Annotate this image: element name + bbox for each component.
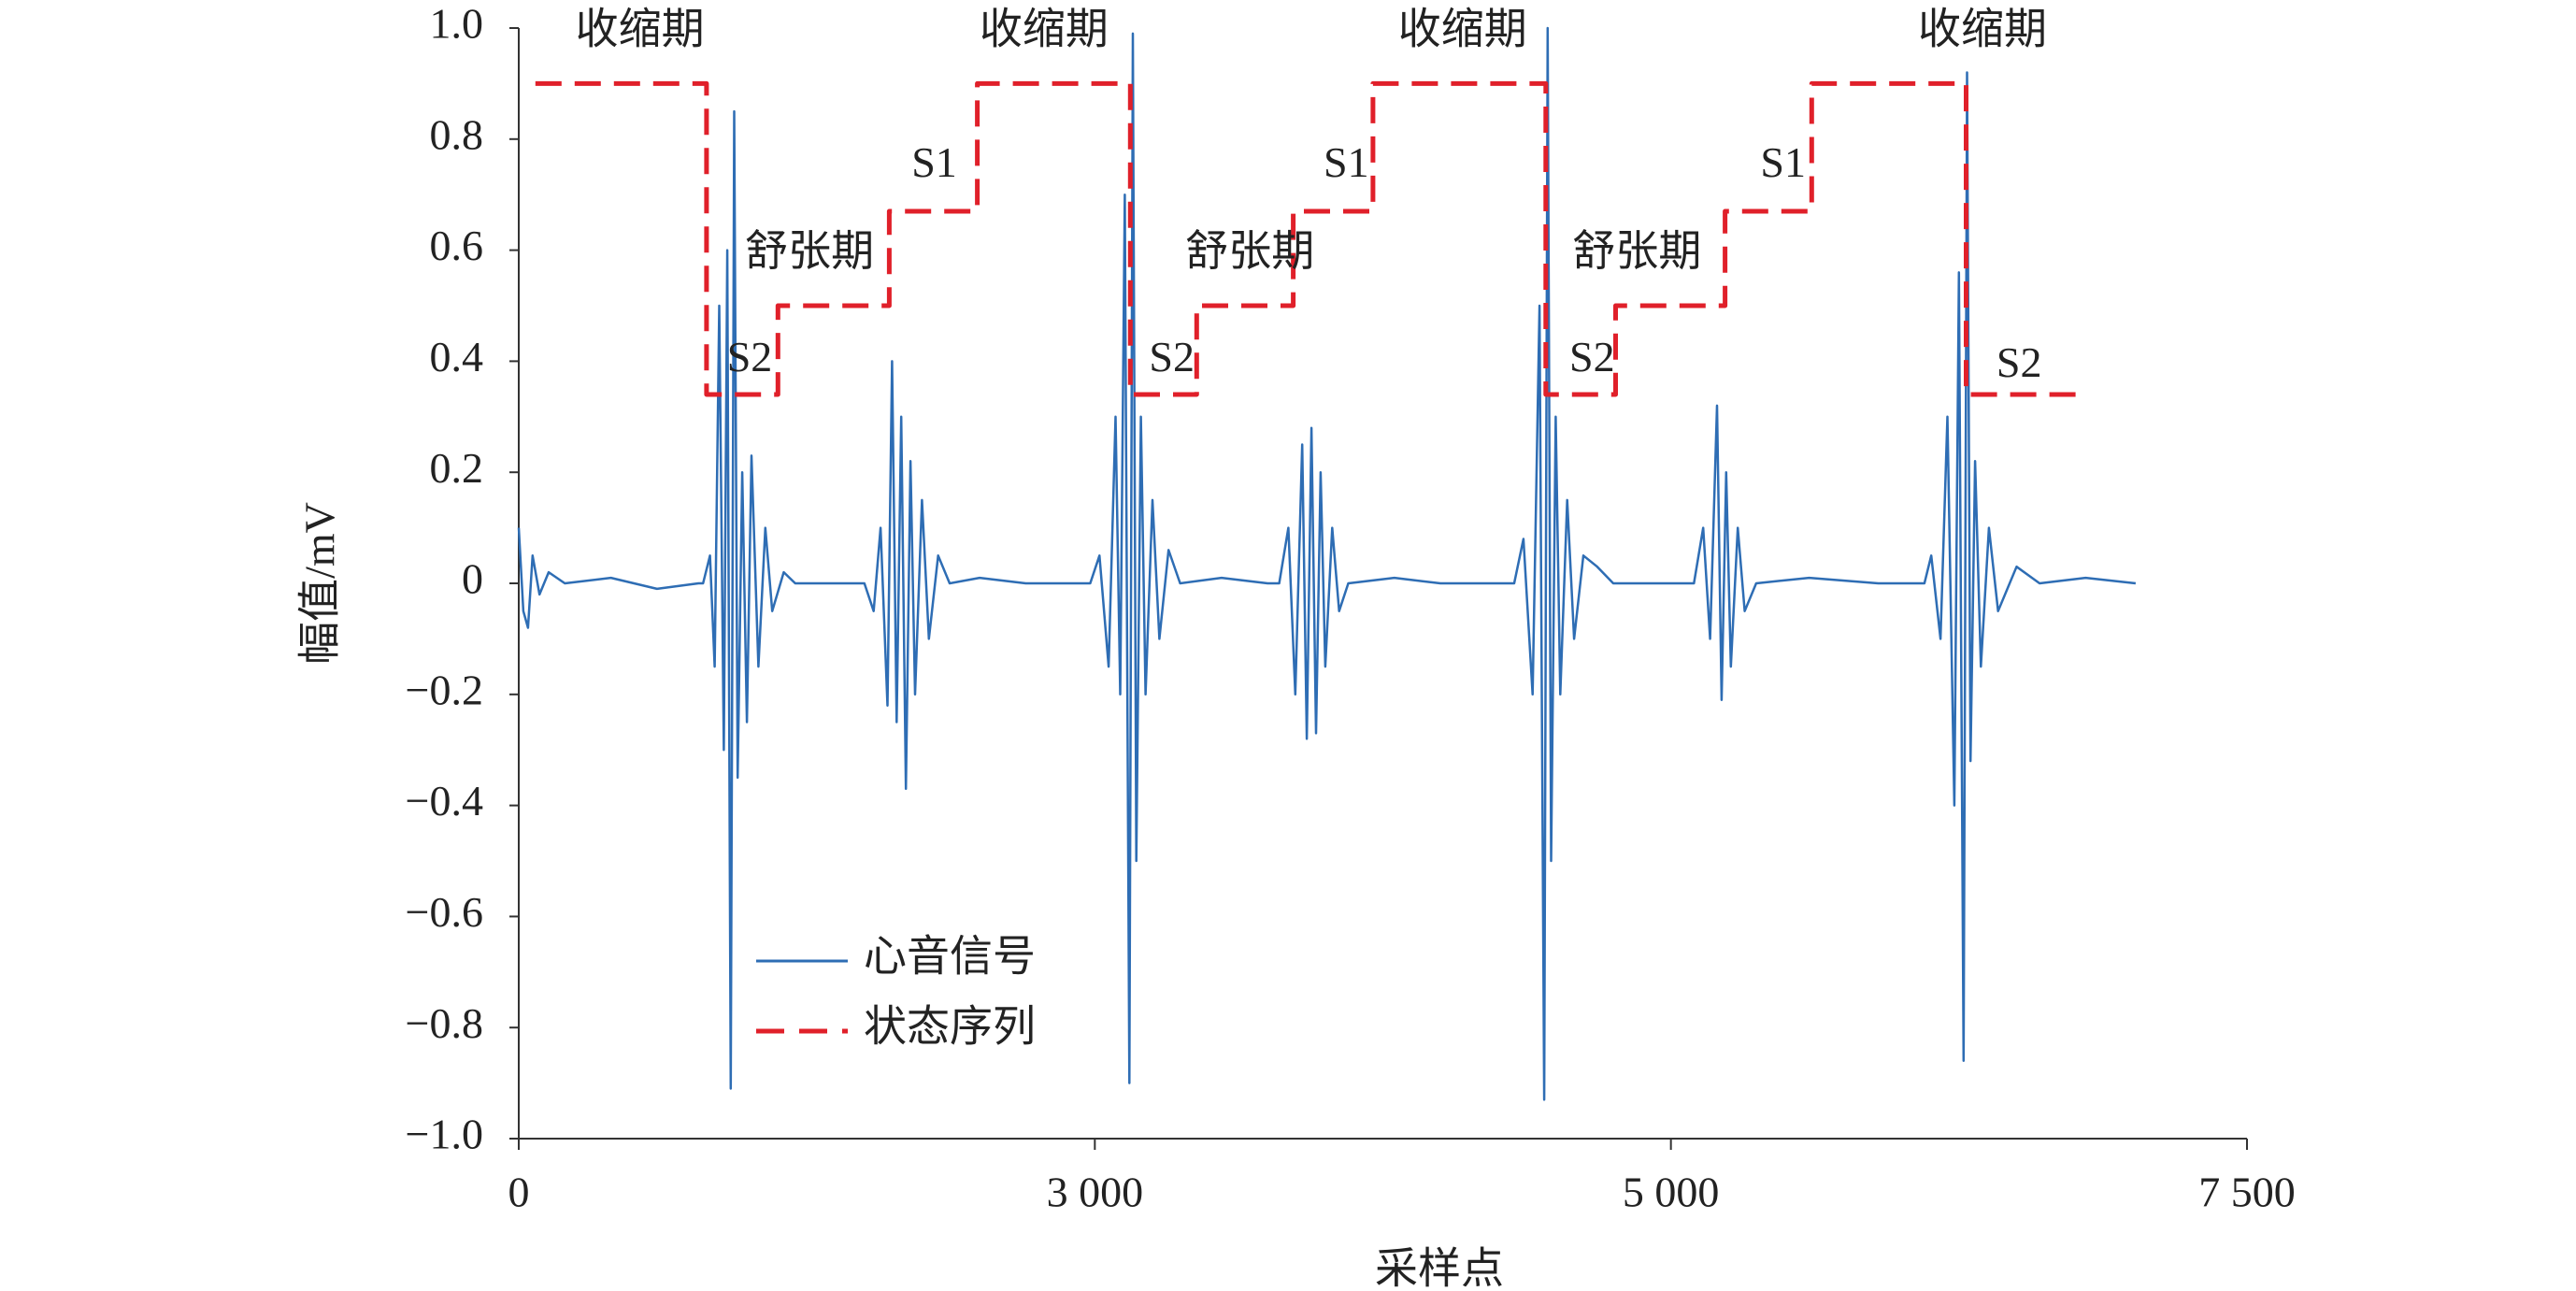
annotation: S2: [1569, 333, 1615, 380]
y-tick-label: 0.8: [430, 110, 484, 158]
x-axis-label: 采样点: [1375, 1245, 1504, 1291]
y-tick-label: −0.4: [406, 777, 483, 825]
x-tick-label: 7 500: [2198, 1169, 2296, 1216]
y-tick-label: −0.8: [406, 999, 483, 1047]
y-tick-label: 0.4: [430, 333, 484, 380]
annotation: S2: [1996, 338, 2042, 386]
y-tick-label: 1.0: [430, 0, 484, 48]
annotation: 收缩期: [1918, 6, 2047, 53]
series-line: [535, 80, 2086, 397]
y-tick-label: 0.6: [430, 222, 484, 269]
legend-label: 心音信号: [864, 933, 1036, 981]
legend-label: 状态序列: [864, 1003, 1036, 1051]
annotation: 收缩期: [576, 6, 705, 53]
annotation: 舒张期: [1572, 227, 1701, 275]
y-tick-label: 0.2: [430, 444, 484, 492]
x-tick-label: 3 000: [1047, 1169, 1144, 1216]
annotation: 收缩期: [1398, 6, 1527, 53]
x-tick-label: 0: [508, 1169, 530, 1216]
annotation: 舒张期: [1185, 227, 1314, 275]
y-tick-label: −0.2: [406, 666, 483, 713]
y-tick-label: −1.0: [406, 1111, 483, 1158]
annotation: 收缩期: [980, 6, 1109, 53]
annotation: S1: [1324, 138, 1369, 186]
y-axis-label: 幅值/mV: [296, 502, 344, 665]
y-tick-label: 0: [462, 555, 483, 603]
x-tick-label: 5 000: [1623, 1169, 1720, 1216]
annotation: S2: [1149, 333, 1195, 380]
y-tick-label: −0.6: [406, 888, 483, 936]
annotation: 舒张期: [745, 227, 874, 275]
annotation: S1: [911, 138, 957, 186]
annotation: S1: [1760, 138, 1806, 186]
annotation: S2: [727, 333, 773, 380]
series-line: [517, 26, 2137, 1101]
